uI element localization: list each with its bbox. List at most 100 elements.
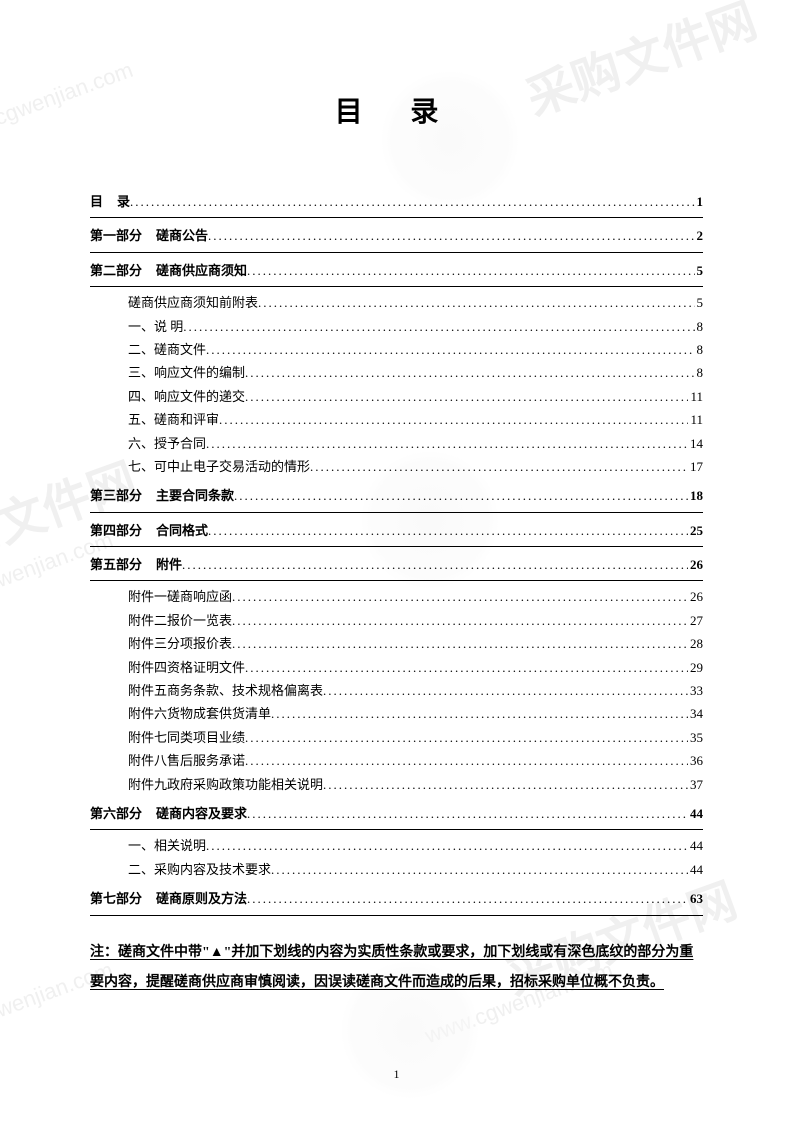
toc-section-group: 第二部分磋商供应商须知5磋商供应商须知前附表5一、说 明8二、磋商文件8三、响应…	[90, 259, 703, 479]
toc-label: 附件一	[90, 585, 167, 608]
toc-section-group: 第七部分磋商原则及方法63	[90, 887, 703, 915]
toc-item: 二、采购内容及技术要求 44	[90, 858, 703, 881]
toc-label: 第四部分	[90, 519, 142, 542]
toc-text: 可中止电子交易活动的情形	[154, 455, 310, 478]
toc-dots	[182, 553, 688, 576]
toc-label: 附件六	[90, 702, 167, 725]
toc-label: 目	[90, 190, 103, 213]
toc-dots	[206, 338, 694, 361]
toc-text: 同类项目业绩	[167, 726, 245, 749]
toc-label: 一、	[90, 315, 154, 338]
toc-label: 第七部分	[90, 887, 142, 910]
toc-page: 27	[688, 609, 703, 632]
toc-label: 第六部分	[90, 802, 142, 825]
toc-item: 一、说 明 8	[90, 315, 703, 338]
toc-item: 一、相关说明 44	[90, 834, 703, 857]
toc-dots	[130, 190, 694, 213]
toc-dots	[183, 315, 694, 338]
toc-item: 六、授予合同14	[90, 432, 703, 455]
toc-dots	[247, 802, 688, 825]
toc-item: 附件四资格证明文件29	[90, 656, 703, 679]
page-title: 目 录	[90, 90, 703, 130]
toc-item: 磋商供应商须知前附表5	[90, 291, 703, 314]
toc-page: 63	[688, 887, 703, 910]
toc-dots	[232, 632, 688, 655]
toc-label: 附件二	[90, 609, 167, 632]
toc-label: 附件三	[90, 632, 167, 655]
toc-text: 售后服务承诺	[167, 749, 245, 772]
toc-item: 附件一磋商响应函26	[90, 585, 703, 608]
toc-label: 附件七	[90, 726, 167, 749]
toc-page: 44	[688, 834, 703, 857]
toc-label: 二、	[90, 858, 154, 881]
toc-dots	[323, 679, 688, 702]
toc-item: 四、响应文件的递交11	[90, 385, 703, 408]
toc-section-group: 第六部分磋商内容及要求44 一、相关说明 44 二、采购内容及技术要求 44	[90, 802, 703, 881]
toc-item: 附件七同类项目业绩 35	[90, 726, 703, 749]
toc-page: 11	[688, 408, 703, 431]
toc-text: 货物成套供货清单	[167, 702, 271, 725]
toc-text: 授予合同	[154, 432, 206, 455]
toc-label: 四、	[90, 385, 154, 408]
toc-label: 第五部分	[90, 553, 142, 576]
toc-label: 五、	[90, 408, 154, 431]
toc-label: 第一部分	[90, 224, 142, 247]
toc-dots	[271, 702, 688, 725]
toc-item: 七、可中止电子交易活动的情形17	[90, 455, 703, 478]
toc-label: 附件四	[90, 656, 167, 679]
toc-section-group: 第五部分附件26附件一磋商响应函26附件二报价一览表27附件三分项报价表28附件…	[90, 553, 703, 796]
toc-section-header: 第七部分磋商原则及方法63	[90, 887, 703, 915]
toc-page: 17	[688, 455, 703, 478]
toc-dots	[247, 259, 694, 282]
toc-section-group: 第三部分主要合同条款18	[90, 484, 703, 512]
toc-container: 目 录 1 第一部分磋商公告2第二部分磋商供应商须知5磋商供应商须知前附表5一、…	[90, 190, 703, 916]
toc-dots	[219, 408, 688, 431]
toc-text: 采购内容及技术要求	[154, 858, 271, 881]
toc-item: 附件三分项报价表28	[90, 632, 703, 655]
toc-dots	[310, 455, 688, 478]
toc-label: 一、	[90, 834, 154, 857]
toc-text: 磋商供应商须知前附表	[90, 291, 258, 314]
toc-section-header: 第六部分磋商内容及要求44	[90, 802, 703, 830]
toc-text: 说 明	[154, 315, 183, 338]
toc-label: 附件八	[90, 749, 167, 772]
toc-text: 相关说明	[154, 834, 206, 857]
toc-page: 35	[688, 726, 703, 749]
toc-page: 44	[688, 802, 703, 825]
toc-page: 34	[688, 702, 703, 725]
toc-text: 磋商公告	[142, 224, 208, 247]
toc-dots	[208, 519, 688, 542]
toc-text: 分项报价表	[167, 632, 232, 655]
toc-label: 第三部分	[90, 484, 142, 507]
toc-page: 5	[695, 259, 704, 282]
toc-dots	[258, 291, 694, 314]
toc-text: 磋商供应商须知	[142, 259, 247, 282]
toc-label: 三、	[90, 361, 154, 384]
toc-page: 26	[688, 553, 703, 576]
toc-section-group: 第四部分合同格式25	[90, 519, 703, 547]
toc-text: 磋商文件	[154, 338, 206, 361]
toc-section-group: 第一部分磋商公告2	[90, 224, 703, 252]
toc-text: 附件	[142, 553, 182, 576]
toc-label: 二、	[90, 338, 154, 361]
toc-text: 合同格式	[142, 519, 208, 542]
toc-page: 8	[695, 315, 704, 338]
toc-dots	[245, 656, 688, 679]
toc-page: 44	[688, 858, 703, 881]
toc-item: 附件六货物成套供货清单 34	[90, 702, 703, 725]
toc-dots	[245, 749, 688, 772]
toc-page: 18	[688, 484, 703, 507]
page-content: 目 录 目 录 1 第一部分磋商公告2第二部分磋商供应商须知5磋商供应商须知前附…	[0, 0, 793, 1039]
toc-dots	[245, 385, 688, 408]
toc-section-header: 第三部分主要合同条款18	[90, 484, 703, 512]
page-number: 1	[0, 1067, 793, 1082]
toc-dots	[271, 858, 688, 881]
toc-item: 五、磋商和评审11	[90, 408, 703, 431]
toc-item: 附件五商务条款、技术规格偏离表33	[90, 679, 703, 702]
toc-page: 29	[688, 656, 703, 679]
toc-dots	[234, 484, 688, 507]
toc-page: 8	[695, 361, 704, 384]
toc-label: 附件五	[90, 679, 167, 702]
toc-text: 响应文件的递交	[154, 385, 245, 408]
toc-text: 响应文件的编制	[154, 361, 245, 384]
